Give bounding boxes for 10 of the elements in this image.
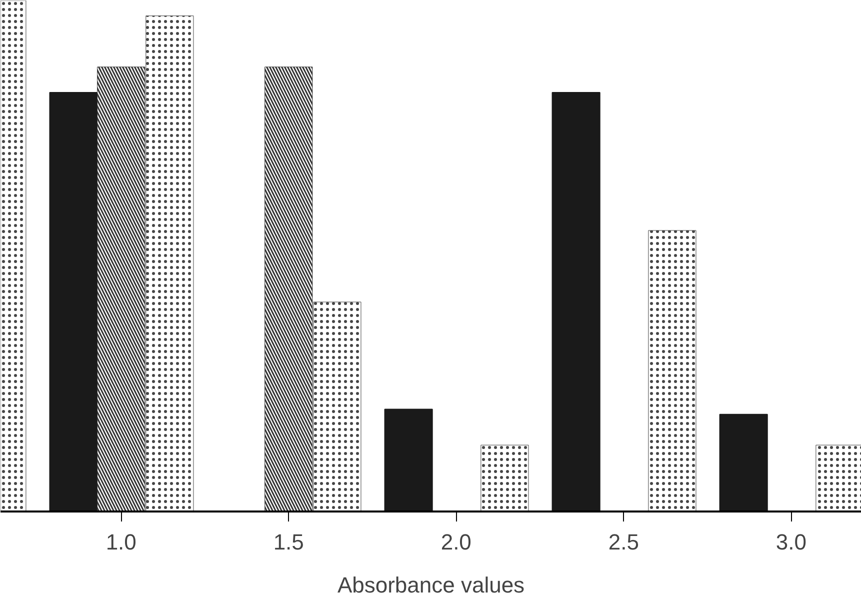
x-axis-title: Absorbance values xyxy=(337,572,525,598)
x-tick-label: 2.0 xyxy=(440,530,472,554)
x-tick-label: 2.5 xyxy=(608,530,639,554)
bar xyxy=(384,408,433,512)
x-tick-label: 3.0 xyxy=(776,530,806,554)
x-tick-label: 1.0 xyxy=(106,530,136,554)
bar xyxy=(552,92,600,512)
bar xyxy=(49,92,98,512)
x-tick-label: 1.5 xyxy=(273,530,304,554)
bar xyxy=(719,414,768,512)
